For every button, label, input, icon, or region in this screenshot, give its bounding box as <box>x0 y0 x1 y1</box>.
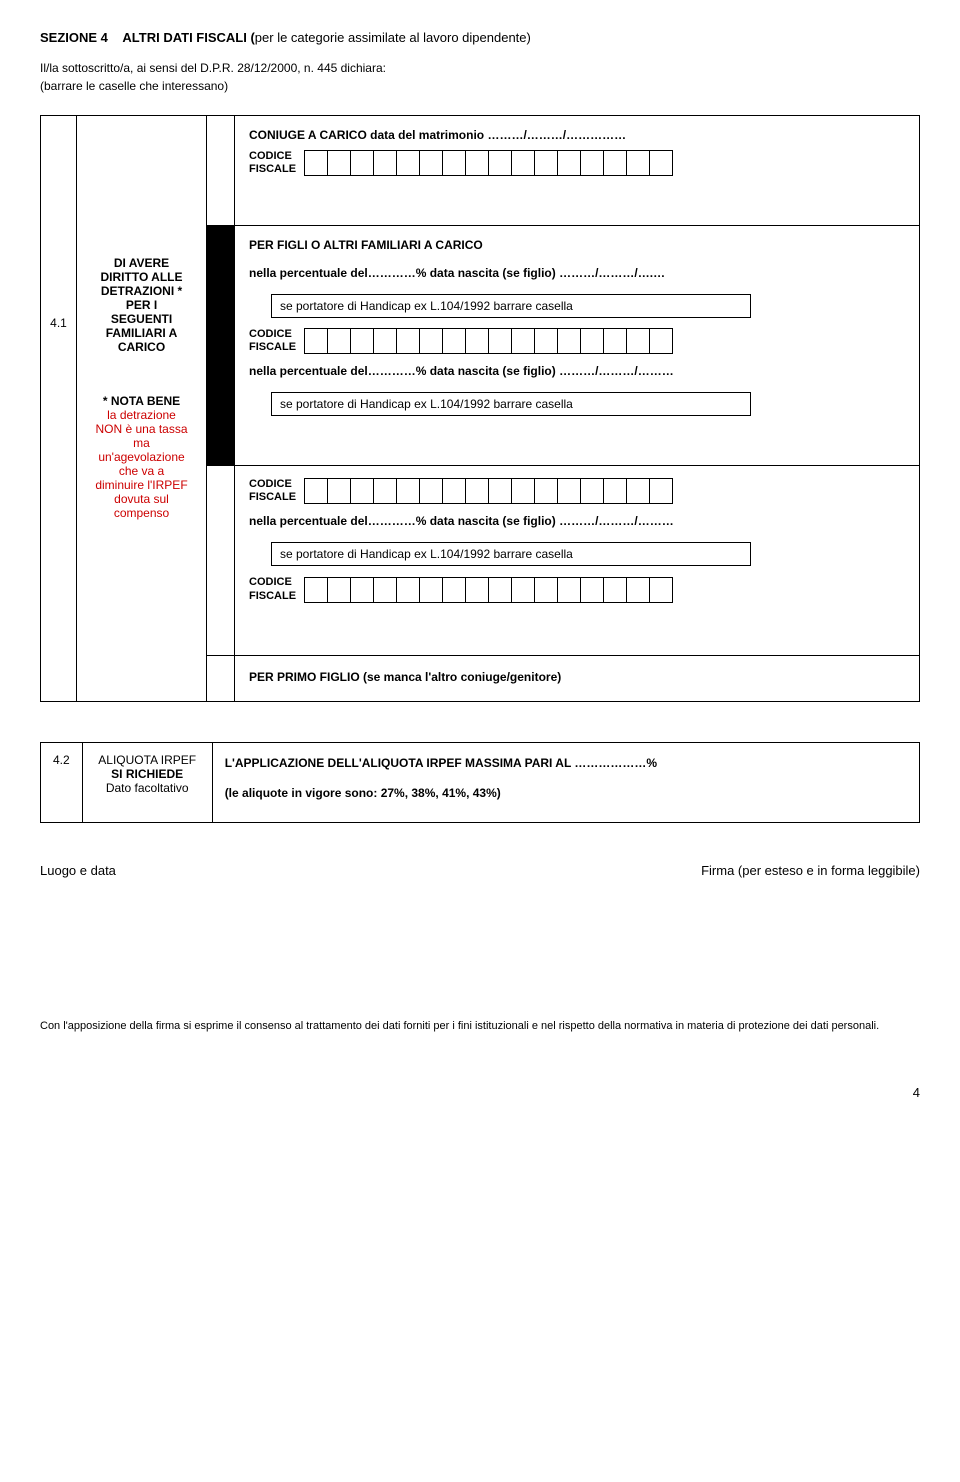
cf-label: CODICE FISCALE <box>249 576 296 602</box>
section-title-bold: ALTRI DATI FISCALI ( <box>122 30 254 45</box>
note-l3: ma <box>83 436 200 450</box>
sidebar-l6: FAMILIARI A <box>83 326 200 340</box>
checkbox-figli-2[interactable] <box>207 466 235 656</box>
sidebar-l3: DETRAZIONI * <box>83 284 200 298</box>
intro-block: Il/la sottoscritto/a, ai sensi del D.P.R… <box>40 59 920 95</box>
signature-row: Luogo e data Firma (per esteso e in form… <box>40 863 920 878</box>
cf-label: CODICE FISCALE <box>249 478 296 504</box>
aliquota-line1: L'APPLICAZIONE DELL'ALIQUOTA IRPEF MASSI… <box>225 753 907 775</box>
section-heading: SEZIONE 4 ALTRI DATI FISCALI (per le cat… <box>40 30 920 45</box>
sidebar42-l2: SI RICHIEDE <box>95 767 200 781</box>
footer-consent: Con l'apposizione della firma si esprime… <box>40 1018 920 1035</box>
note-l6: diminuire l'IRPEF <box>83 478 200 492</box>
sidebar-l2: DIRITTO ALLE <box>83 270 200 284</box>
section-label: SEZIONE 4 <box>40 30 108 45</box>
cf-grid[interactable] <box>304 328 673 354</box>
sidebar-l7: CARICO <box>83 340 200 354</box>
cf-row: CODICE FISCALE <box>249 150 905 176</box>
perc-line-1: nella percentuale del…………% data nascita … <box>249 266 905 280</box>
note-l4: un'agevolazione <box>83 450 200 464</box>
figli-body-2: CODICE FISCALE nella percentuale del…………… <box>235 466 920 656</box>
handicap-box-1[interactable]: se portatore di Handicap ex L.104/1992 b… <box>271 294 751 318</box>
row-number: 4.1 <box>41 116 77 702</box>
checkbox-figli[interactable] <box>207 226 235 466</box>
cf-row: CODICE FISCALE <box>249 576 905 602</box>
figli-body: PER FIGLI O ALTRI FAMILIARI A CARICO nel… <box>235 226 920 466</box>
sidebar-cell: DI AVERE DIRITTO ALLE DETRAZIONI * PER I… <box>77 116 207 702</box>
perc-line-2: nella percentuale del…………% data nascita … <box>249 364 905 378</box>
section-title-light: per le categorie assimilate al lavoro di… <box>255 30 531 45</box>
intro-line1: Il/la sottoscritto/a, ai sensi del D.P.R… <box>40 59 920 77</box>
note-l8: compenso <box>83 506 200 520</box>
aliquota-line2: (le aliquote in vigore sono: 27%, 38%, 4… <box>225 783 907 805</box>
cf-grid[interactable] <box>304 577 673 603</box>
sidebar-l4: PER I <box>83 298 200 312</box>
note-title: * NOTA BENE <box>83 394 200 408</box>
cf-row: CODICE FISCALE <box>249 478 905 504</box>
sidebar-l1: DI AVERE <box>83 256 200 270</box>
sidebar-l5: SEGUENTI <box>83 312 200 326</box>
primo-figlio-line: PER PRIMO FIGLIO (se manca l'altro coniu… <box>249 670 905 684</box>
handicap-box-3[interactable]: se portatore di Handicap ex L.104/1992 b… <box>271 542 751 566</box>
handicap-box-2[interactable]: se portatore di Handicap ex L.104/1992 b… <box>271 392 751 416</box>
section-4-2-table: 4.2 ALIQUOTA IRPEF SI RICHIEDE Dato faco… <box>40 742 920 823</box>
page-number: 4 <box>40 1085 920 1100</box>
row-number-42: 4.2 <box>41 743 83 823</box>
note-l2: NON è una tassa <box>83 422 200 436</box>
sidebar42-l3: Dato facoltativo <box>95 781 200 795</box>
coniuge-line: CONIUGE A CARICO data del matrimonio ………… <box>249 128 905 142</box>
checkbox-primo-figlio[interactable] <box>207 656 235 702</box>
sidebar-42: ALIQUOTA IRPEF SI RICHIEDE Dato facoltat… <box>82 743 212 823</box>
note-l5: che va a <box>83 464 200 478</box>
firma-label: Firma (per esteso e in forma leggibile) <box>701 863 920 878</box>
luogo-data: Luogo e data <box>40 863 116 878</box>
checkbox-coniuge[interactable] <box>207 116 235 226</box>
section-4-1-table: 4.1 DI AVERE DIRITTO ALLE DETRAZIONI * P… <box>40 115 920 702</box>
perc-line-3: nella percentuale del…………% data nascita … <box>249 514 905 528</box>
coniuge-body: CONIUGE A CARICO data del matrimonio ………… <box>235 116 920 226</box>
cf-grid[interactable] <box>304 478 673 504</box>
intro-line2: (barrare le caselle che interessano) <box>40 77 920 95</box>
cf-label: CODICE FISCALE <box>249 328 296 354</box>
note-l1: la detrazione <box>83 408 200 422</box>
primo-figlio-body: PER PRIMO FIGLIO (se manca l'altro coniu… <box>235 656 920 702</box>
body-42: L'APPLICAZIONE DELL'ALIQUOTA IRPEF MASSI… <box>212 743 919 823</box>
figli-header: PER FIGLI O ALTRI FAMILIARI A CARICO <box>249 238 905 252</box>
cf-row: CODICE FISCALE <box>249 328 905 354</box>
cf-grid[interactable] <box>304 150 673 176</box>
cf-label: CODICE FISCALE <box>249 150 296 176</box>
sidebar42-l1: ALIQUOTA IRPEF <box>95 753 200 767</box>
note-l7: dovuta sul <box>83 492 200 506</box>
